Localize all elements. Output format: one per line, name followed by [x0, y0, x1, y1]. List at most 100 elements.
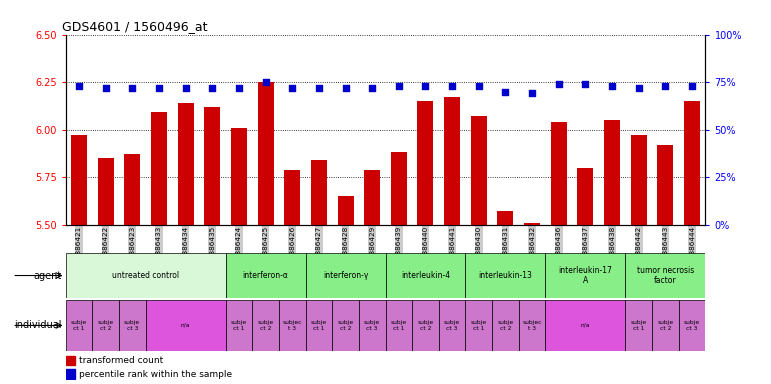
Bar	[386, 253, 466, 298]
Text: subje
ct 3: subje ct 3	[684, 320, 700, 331]
Bar	[550, 122, 567, 225]
Bar	[97, 158, 113, 225]
Point	[206, 85, 218, 91]
Bar	[177, 103, 194, 225]
Bar	[604, 120, 620, 225]
Text: subje
ct 3: subje ct 3	[364, 320, 380, 331]
Point	[153, 85, 165, 91]
Text: subjec
t 3: subjec t 3	[282, 320, 302, 331]
Bar	[66, 253, 226, 298]
Text: subje
ct 1: subje ct 1	[471, 320, 487, 331]
Bar	[124, 154, 140, 225]
Text: interleukin-4: interleukin-4	[401, 271, 450, 280]
Bar	[225, 300, 252, 351]
Bar	[66, 356, 76, 366]
Bar	[678, 300, 705, 351]
Point	[473, 83, 485, 89]
Bar	[497, 211, 513, 225]
Bar	[151, 113, 167, 225]
Text: subje
ct 2: subje ct 2	[258, 320, 274, 331]
Bar	[71, 135, 87, 225]
Bar	[466, 253, 545, 298]
Point	[233, 85, 245, 91]
Text: subje
ct 1: subje ct 1	[71, 320, 87, 331]
Bar	[546, 300, 625, 351]
Point	[633, 85, 645, 91]
Text: subje
ct 2: subje ct 2	[338, 320, 354, 331]
Bar	[386, 300, 412, 351]
Bar	[577, 168, 594, 225]
Text: n/a: n/a	[181, 323, 190, 328]
Bar	[204, 107, 221, 225]
Point	[366, 85, 379, 91]
Text: tumor necrosis
factor: tumor necrosis factor	[637, 266, 694, 285]
Bar	[252, 300, 279, 351]
Bar	[225, 253, 305, 298]
Bar	[492, 300, 519, 351]
Bar	[466, 300, 492, 351]
Point	[553, 81, 565, 87]
Bar	[652, 300, 678, 351]
Bar	[631, 135, 647, 225]
Text: subje
ct 2: subje ct 2	[497, 320, 513, 331]
Text: subje
ct 1: subje ct 1	[631, 320, 647, 331]
Bar	[258, 82, 274, 225]
Bar	[471, 116, 487, 225]
Text: transformed count: transformed count	[79, 356, 163, 365]
Text: subje
ct 2: subje ct 2	[97, 320, 113, 331]
Text: subje
ct 1: subje ct 1	[311, 320, 327, 331]
Bar	[684, 101, 700, 225]
Point	[313, 85, 325, 91]
Text: interferon-γ: interferon-γ	[323, 271, 369, 280]
Point	[72, 83, 85, 89]
Text: percentile rank within the sample: percentile rank within the sample	[79, 370, 232, 379]
Text: subje
ct 2: subje ct 2	[417, 320, 433, 331]
Point	[286, 85, 298, 91]
Text: individual: individual	[14, 320, 62, 331]
Bar	[391, 152, 407, 225]
Point	[419, 83, 432, 89]
Point	[392, 83, 405, 89]
Bar	[332, 300, 359, 351]
Text: GDS4601 / 1560496_at: GDS4601 / 1560496_at	[62, 20, 208, 33]
Bar	[146, 300, 225, 351]
Bar	[119, 300, 146, 351]
Bar	[284, 169, 300, 225]
Text: interleukin-17
A: interleukin-17 A	[558, 266, 612, 285]
Bar	[439, 300, 466, 351]
Point	[446, 83, 458, 89]
Bar	[305, 300, 332, 351]
Bar	[412, 300, 439, 351]
Bar	[625, 300, 652, 351]
Bar	[279, 300, 305, 351]
Bar	[311, 160, 327, 225]
Bar	[231, 128, 247, 225]
Text: subje
ct 3: subje ct 3	[124, 320, 140, 331]
Bar	[338, 196, 353, 225]
Text: untreated control: untreated control	[112, 271, 179, 280]
Point	[339, 85, 352, 91]
Bar	[519, 300, 546, 351]
Text: interleukin-13: interleukin-13	[479, 271, 533, 280]
Bar	[305, 253, 386, 298]
Point	[686, 83, 699, 89]
Text: subjec
t 3: subjec t 3	[523, 320, 542, 331]
Point	[259, 79, 271, 85]
Point	[606, 83, 618, 89]
Point	[126, 85, 138, 91]
Point	[180, 85, 192, 91]
Bar	[418, 101, 433, 225]
Point	[526, 90, 538, 96]
Bar	[658, 145, 674, 225]
Point	[659, 83, 672, 89]
Text: subje
ct 1: subje ct 1	[231, 320, 247, 331]
Bar	[546, 253, 625, 298]
Text: interferon-α: interferon-α	[243, 271, 288, 280]
Bar	[524, 223, 540, 225]
Bar	[66, 369, 76, 379]
Point	[99, 85, 112, 91]
Text: subje
ct 2: subje ct 2	[658, 320, 674, 331]
Bar	[66, 300, 93, 351]
Text: subje
ct 3: subje ct 3	[444, 320, 460, 331]
Bar	[364, 169, 380, 225]
